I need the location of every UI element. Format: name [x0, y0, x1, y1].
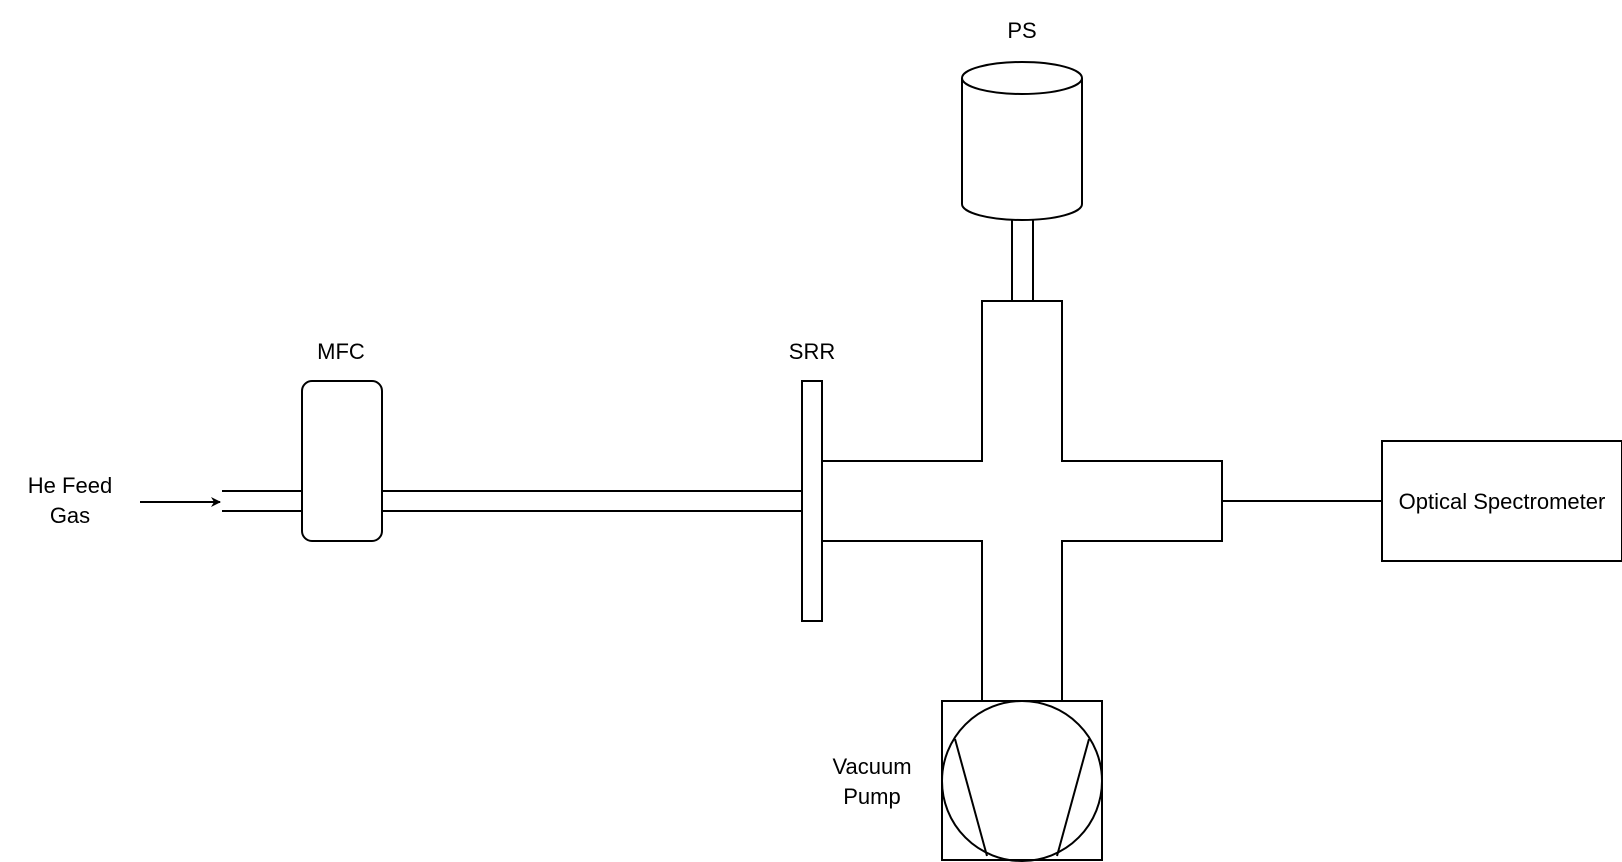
vacuum-pump-label-line2: Pump — [843, 784, 900, 809]
mfc-label: MFC — [317, 339, 365, 364]
ps-label: PS — [1007, 18, 1036, 43]
inlet-pipe — [222, 490, 302, 512]
feed-gas-label-line2: Gas — [50, 503, 90, 528]
feed-gas-label-line1: He Feed — [28, 473, 112, 498]
mfc-box — [301, 380, 383, 542]
optical-spectrometer-label: Optical Spectrometer — [1399, 489, 1606, 514]
ps-neck — [1011, 220, 1034, 301]
mfc-srr-pipe — [382, 490, 802, 512]
srr-label: SRR — [789, 339, 835, 364]
vacuum-pump-icon — [941, 700, 1103, 862]
vacuum-pump-label-line1: Vacuum — [832, 754, 911, 779]
cross-chamber — [822, 300, 1223, 701]
optical-spectrometer: Optical Spectrometer — [1381, 440, 1622, 562]
ps-cylinder — [961, 61, 1083, 221]
srr-flange — [801, 380, 823, 622]
